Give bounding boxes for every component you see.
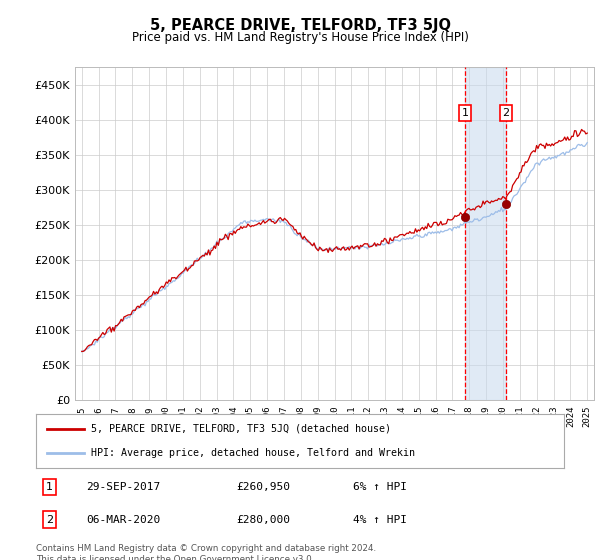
Text: 1: 1 [461, 108, 469, 118]
Text: 6% ↑ HPI: 6% ↑ HPI [353, 482, 407, 492]
Text: HPI: Average price, detached house, Telford and Wrekin: HPI: Average price, detached house, Telf… [91, 448, 415, 458]
Text: 29-SEP-2017: 29-SEP-2017 [86, 482, 160, 492]
Text: Contains HM Land Registry data © Crown copyright and database right 2024.
This d: Contains HM Land Registry data © Crown c… [36, 544, 376, 560]
Text: 1: 1 [46, 482, 53, 492]
Text: 4% ↑ HPI: 4% ↑ HPI [353, 515, 407, 525]
Text: £280,000: £280,000 [236, 515, 290, 525]
Text: Price paid vs. HM Land Registry's House Price Index (HPI): Price paid vs. HM Land Registry's House … [131, 31, 469, 44]
Text: 5, PEARCE DRIVE, TELFORD, TF3 5JQ: 5, PEARCE DRIVE, TELFORD, TF3 5JQ [149, 18, 451, 33]
Text: 06-MAR-2020: 06-MAR-2020 [86, 515, 160, 525]
Text: 2: 2 [502, 108, 509, 118]
Text: 5, PEARCE DRIVE, TELFORD, TF3 5JQ (detached house): 5, PEARCE DRIVE, TELFORD, TF3 5JQ (detac… [91, 424, 391, 434]
Text: 2: 2 [46, 515, 53, 525]
Bar [465, 67, 506, 400]
Text: £260,950: £260,950 [236, 482, 290, 492]
